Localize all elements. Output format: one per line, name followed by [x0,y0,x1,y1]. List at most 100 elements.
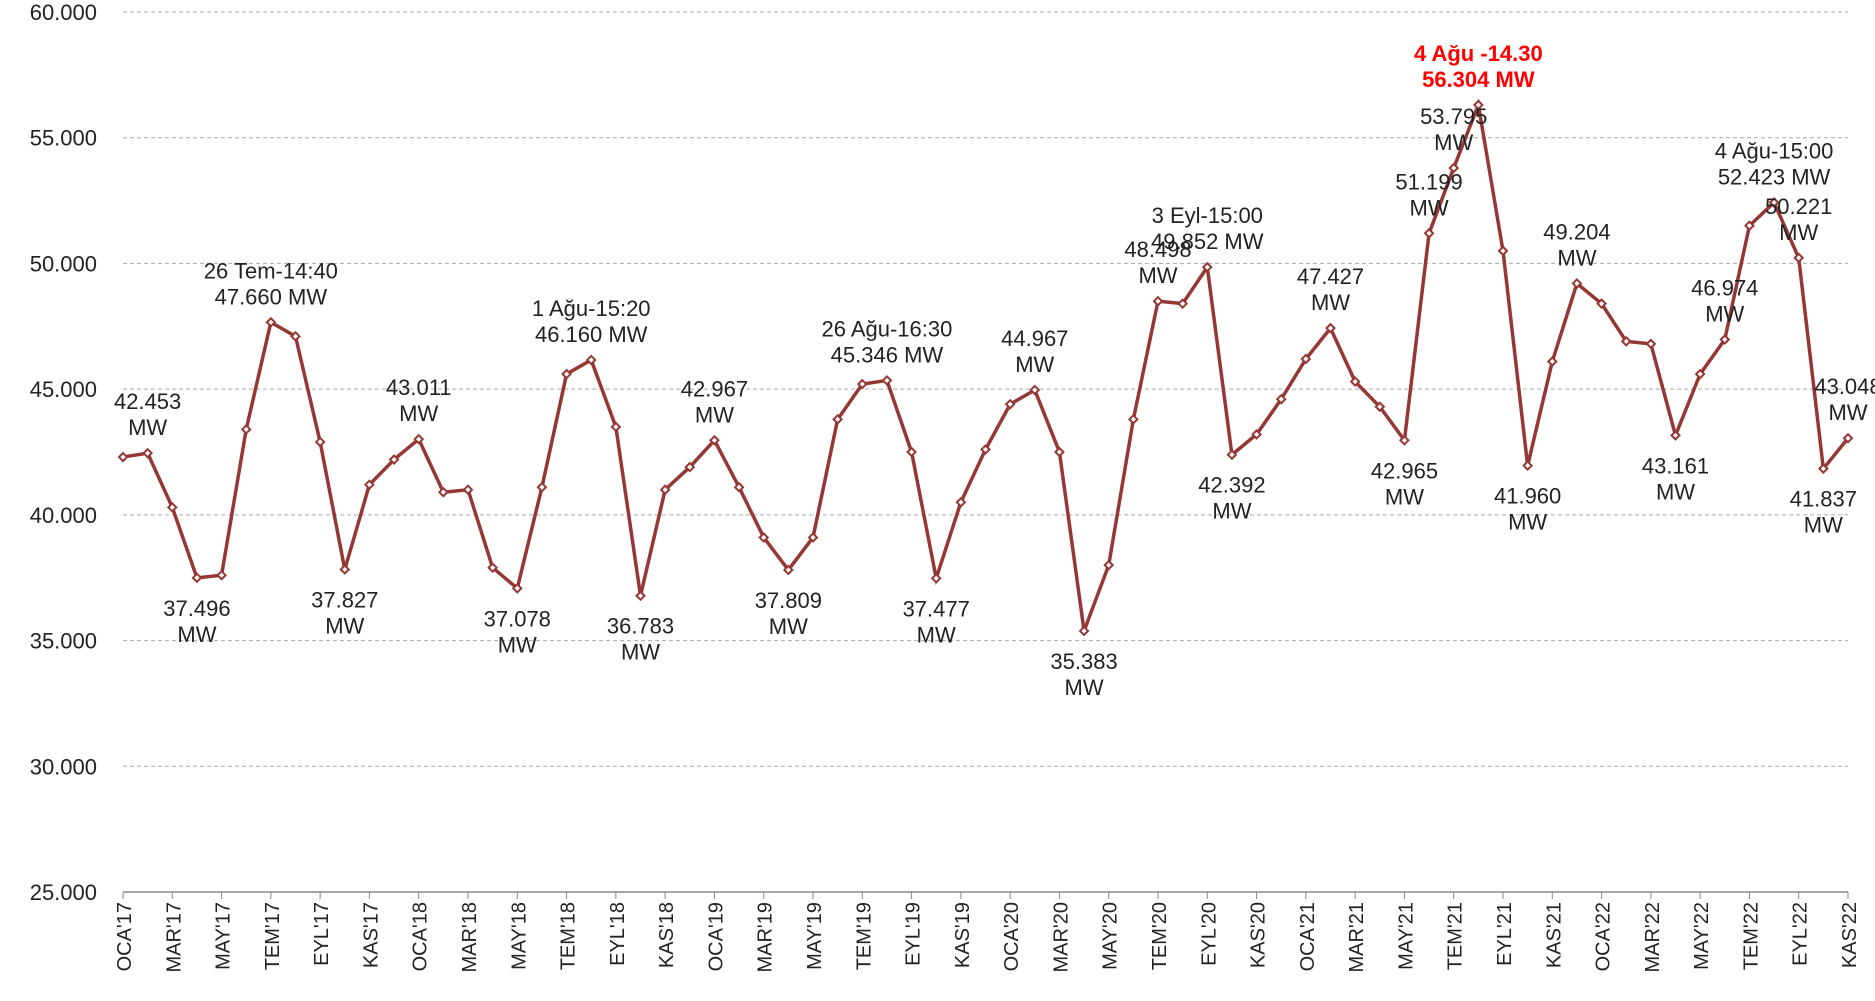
x-tick-label: EYL'21 [1494,902,1516,966]
point-marker [1472,99,1484,111]
data-label: 44.967 MW [1001,326,1068,377]
point-marker [1497,245,1509,257]
point-marker [1423,227,1435,239]
data-label: 41.837 MW [1790,487,1857,538]
point-marker [1300,353,1312,365]
point-marker [1670,429,1681,441]
point-marker [142,447,154,459]
x-tick-label: OCA'17 [114,902,136,971]
x-tick-label: MAR'21 [1346,902,1368,973]
y-tick-label: 55.000 [30,126,97,151]
data-label: 3 Eyl-15:00 49.852 MW [1151,203,1264,254]
data-label: 47.427 MW [1297,264,1364,315]
point-marker [1078,625,1090,637]
point-marker [980,444,991,455]
point-marker [1694,368,1706,380]
data-label: 41.960 MW [1494,484,1561,535]
point-marker [807,532,819,543]
point-marker [166,501,178,513]
data-label: 37.809 MW [755,588,822,639]
x-tick-label: KAS'17 [360,902,382,968]
x-tick-label: EYL'19 [903,902,925,966]
data-label: 4 Ağu -14.30 56.304 MW [1414,41,1543,92]
point-marker [1226,449,1238,461]
data-label: 43.048 MW [1814,374,1875,425]
point-marker [856,378,868,390]
point-marker [1201,261,1213,273]
data-label: 43.011 MW [386,375,452,426]
series-line [122,98,1850,632]
point-marker [1399,434,1410,446]
x-tick-label: MAY'22 [1691,902,1713,970]
data-label: 35.383 MW [1050,649,1117,700]
point-marker [437,486,449,498]
point-marker [1325,322,1336,334]
x-tick-label: TEM'20 [1149,902,1171,970]
x-tick-label: TEM'19 [853,902,875,970]
point-marker [709,434,720,446]
point-marker [832,413,844,425]
y-tick-label: 60.000 [30,0,97,25]
data-label: 42.965 MW [1371,458,1438,509]
x-tick-label: KAS'22 [1839,902,1861,968]
point-marker [191,572,203,584]
data-label: 42.392 MW [1198,473,1265,524]
data-label: 37.477 MW [903,596,970,647]
data-label: 49.204 MW [1543,219,1610,270]
x-tick-label: MAY'18 [508,902,530,970]
x-tick-label: EYL'22 [1790,902,1812,966]
x-tick-label: TEM'22 [1740,902,1762,970]
point-marker [1620,335,1632,347]
point-marker [1029,384,1041,396]
x-tick-label: OCA'20 [1001,902,1023,971]
y-tick-label: 50.000 [30,251,97,276]
point-marker [684,461,696,473]
data-label: 26 Ağu-16:30 45.346 MW [821,316,952,367]
point-marker [265,316,277,328]
point-marker [733,481,745,493]
y-tick-label: 25.000 [30,880,97,905]
point-marker [1054,446,1065,458]
point-marker [906,446,917,458]
data-label: 50.221 MW [1765,194,1832,245]
point-marker [339,564,351,575]
data-label: 1 Ağu-15:20 46.160 MW [532,296,651,347]
x-tick-label: MAR'19 [755,902,777,973]
y-tick-label: 35.000 [30,629,97,654]
data-label: 37.827 MW [311,587,378,638]
x-tick-label: KAS'20 [1248,902,1270,968]
data-label: 42.453 MW [114,389,181,440]
x-tick-label: TEM'21 [1445,902,1467,970]
point-marker [1645,338,1657,350]
point-marker [388,454,400,465]
point-marker [659,484,671,496]
point-marker [117,451,129,463]
point-marker [881,375,893,386]
x-tick-label: TEM'17 [262,902,284,970]
point-marker [536,481,548,493]
point-marker [413,433,425,445]
point-marker [314,436,326,448]
point-marker [1571,278,1583,289]
point-marker [364,479,375,491]
point-marker [1103,559,1115,571]
point-marker [782,564,794,576]
point-marker [1768,197,1780,208]
x-tick-label: MAR'22 [1642,902,1664,973]
x-tick-label: TEM'18 [558,902,580,970]
point-marker [487,562,499,574]
point-marker [1004,398,1016,410]
data-label: 36.783 MW [607,614,674,665]
data-label: 46.974 MW [1691,276,1758,327]
x-tick-label: MAY'20 [1100,902,1122,970]
point-marker [1349,376,1361,388]
point-marker [561,368,572,380]
point-marker [758,532,770,543]
x-tick-label: EYL'17 [311,902,333,966]
point-marker [1251,428,1262,440]
point-marker [1546,356,1558,367]
data-label: 48.498 MW [1124,237,1191,288]
data-label: 42.967 MW [681,376,748,427]
x-tick-label: OCA'19 [705,902,727,971]
